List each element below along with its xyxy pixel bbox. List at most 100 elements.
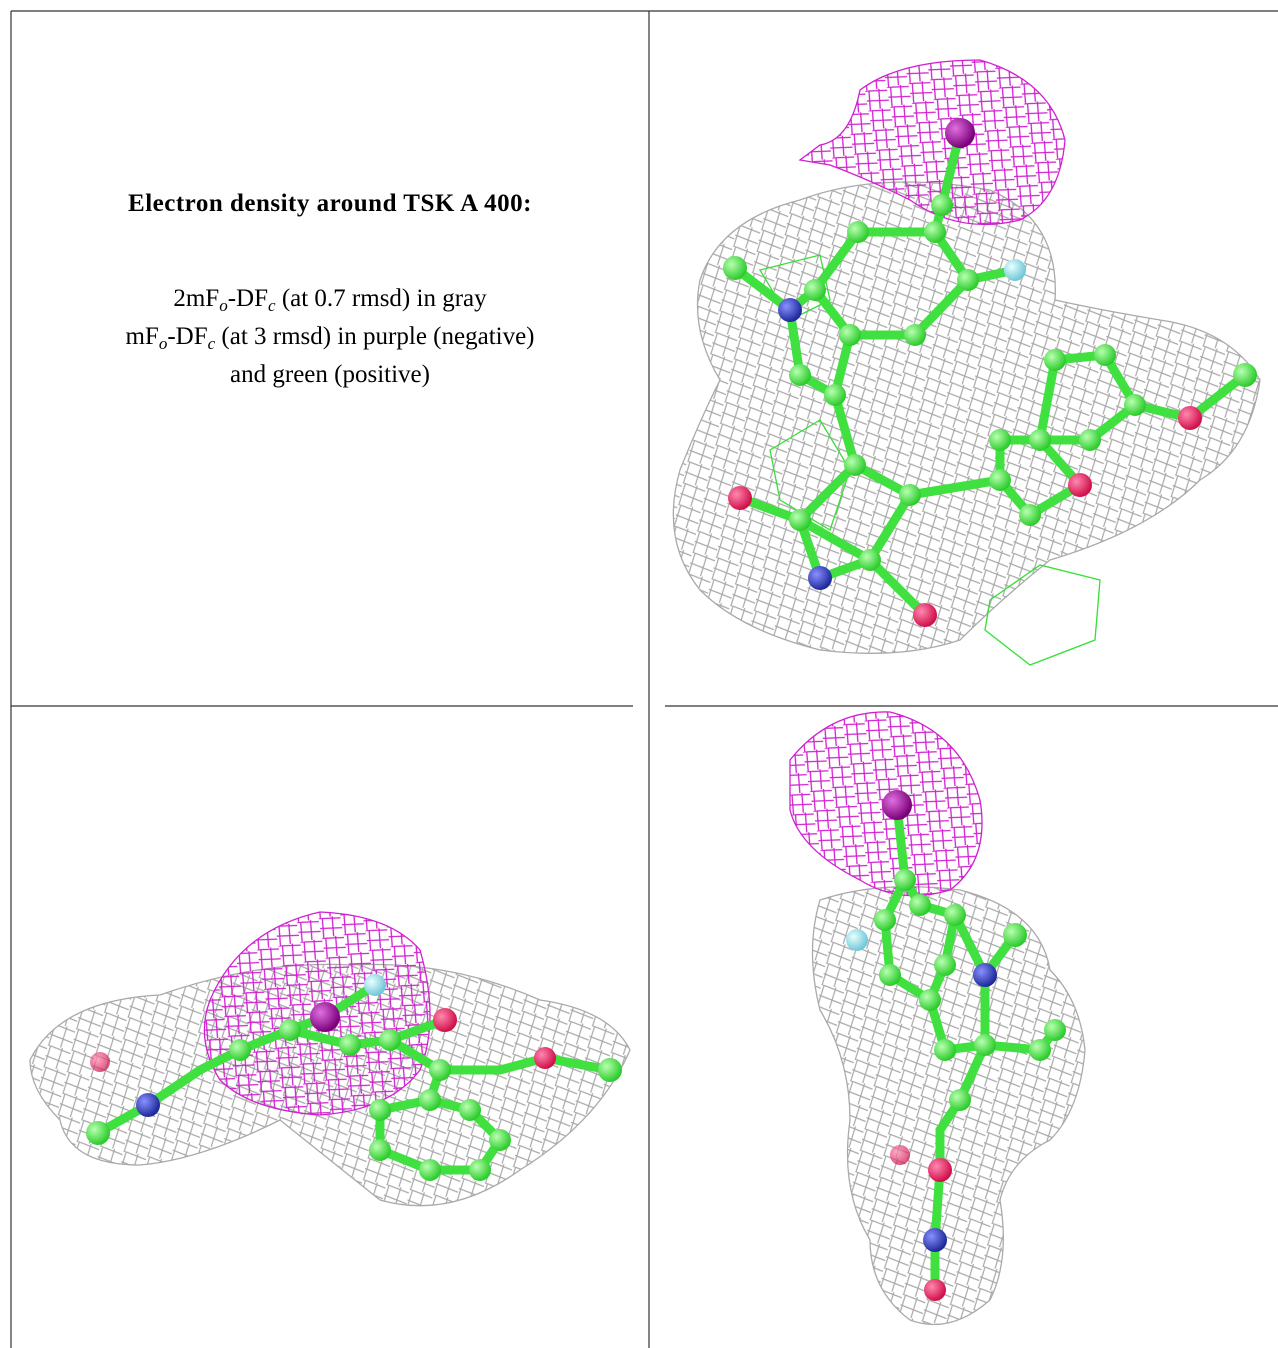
density-view-bottom-left — [29, 911, 631, 1207]
caption-line: mFo-DFc (at 3 rmsd) in purple (negative) — [12, 318, 648, 356]
atom — [136, 1093, 160, 1117]
atom — [1233, 363, 1257, 387]
atom — [973, 963, 997, 987]
atom — [839, 324, 861, 346]
atom — [429, 1059, 451, 1081]
atom — [944, 904, 966, 926]
atom — [1079, 429, 1101, 451]
atom — [928, 1158, 952, 1182]
text: mF — [125, 323, 159, 350]
atom — [934, 1039, 956, 1061]
atom — [804, 279, 826, 301]
shape — [865, 555, 930, 620]
atom — [369, 1099, 391, 1121]
caption: Electron density around TSK A 400: 2mFo-… — [12, 190, 648, 394]
atom — [874, 909, 896, 931]
shape — [375, 1035, 506, 1175]
text: (at 0.7 rmsd) in gray — [275, 285, 487, 312]
atom — [859, 549, 881, 571]
atom — [882, 790, 912, 820]
atom — [924, 1279, 946, 1301]
atom — [419, 1089, 441, 1111]
atom — [879, 964, 901, 986]
atom — [909, 894, 931, 916]
atom — [86, 1121, 110, 1145]
atom — [847, 221, 869, 243]
atom — [1003, 923, 1027, 947]
shape — [723, 194, 1257, 571]
atom — [489, 1129, 511, 1151]
atom — [789, 509, 811, 531]
table-rules — [10, 10, 1278, 1348]
atom — [229, 1039, 251, 1061]
atom — [913, 603, 937, 627]
shape — [811, 886, 1086, 1326]
atom — [974, 1034, 996, 1056]
atom — [459, 1099, 481, 1121]
atom — [723, 256, 747, 280]
atom — [931, 194, 953, 216]
atom — [846, 929, 868, 951]
text: and green (positive) — [230, 361, 430, 388]
atom — [934, 954, 956, 976]
atom — [778, 298, 802, 322]
atom — [364, 974, 386, 996]
shape — [285, 1015, 450, 1050]
atom — [890, 1145, 910, 1165]
text: (at 3 rmsd) in purple (negative) — [215, 323, 535, 350]
shape — [874, 869, 1066, 1111]
atom — [924, 221, 946, 243]
atom — [433, 1008, 457, 1032]
atom — [957, 269, 979, 291]
atom — [90, 1052, 110, 1072]
atom — [1044, 349, 1066, 371]
atom — [894, 869, 916, 891]
atom — [310, 1002, 340, 1032]
atom — [339, 1034, 361, 1056]
atom — [923, 1228, 947, 1252]
atom — [899, 484, 921, 506]
density-view-top-right — [672, 59, 1261, 666]
atom — [844, 454, 866, 476]
text: 2mF — [173, 285, 220, 312]
shape — [435, 1053, 615, 1075]
atom — [1044, 1019, 1066, 1041]
atom — [598, 1058, 622, 1082]
atom — [1178, 406, 1202, 430]
caption-line: 2mFo-DFc (at 0.7 rmsd) in gray — [12, 280, 648, 318]
subscript: o — [219, 296, 228, 315]
atom — [728, 486, 752, 510]
atom — [1004, 259, 1026, 281]
atom — [469, 1159, 491, 1181]
atom — [1029, 429, 1051, 451]
atom — [904, 324, 926, 346]
subscript: c — [207, 334, 216, 353]
atom — [1019, 504, 1041, 526]
density-view-bottom-right — [789, 711, 1086, 1326]
text: -DF — [167, 323, 208, 350]
caption-title: Electron density around TSK A 400: — [128, 190, 532, 217]
subscript: o — [158, 334, 168, 353]
atom — [534, 1047, 556, 1069]
atom — [369, 1139, 391, 1161]
shape — [723, 118, 1257, 627]
atom — [1029, 1039, 1051, 1061]
shape — [229, 1019, 622, 1181]
shape — [798, 59, 1066, 226]
text: -DF — [227, 285, 269, 312]
atom — [919, 989, 941, 1011]
atom — [1094, 344, 1116, 366]
atom — [279, 1019, 301, 1041]
atom — [949, 1089, 971, 1111]
shape — [785, 305, 855, 402]
atom — [419, 1159, 441, 1181]
atom — [379, 1029, 401, 1051]
atom — [945, 118, 975, 148]
atom — [824, 384, 846, 406]
shape — [925, 970, 990, 1055]
atom — [989, 469, 1011, 491]
subscript: c — [268, 296, 276, 315]
atom — [808, 566, 832, 590]
